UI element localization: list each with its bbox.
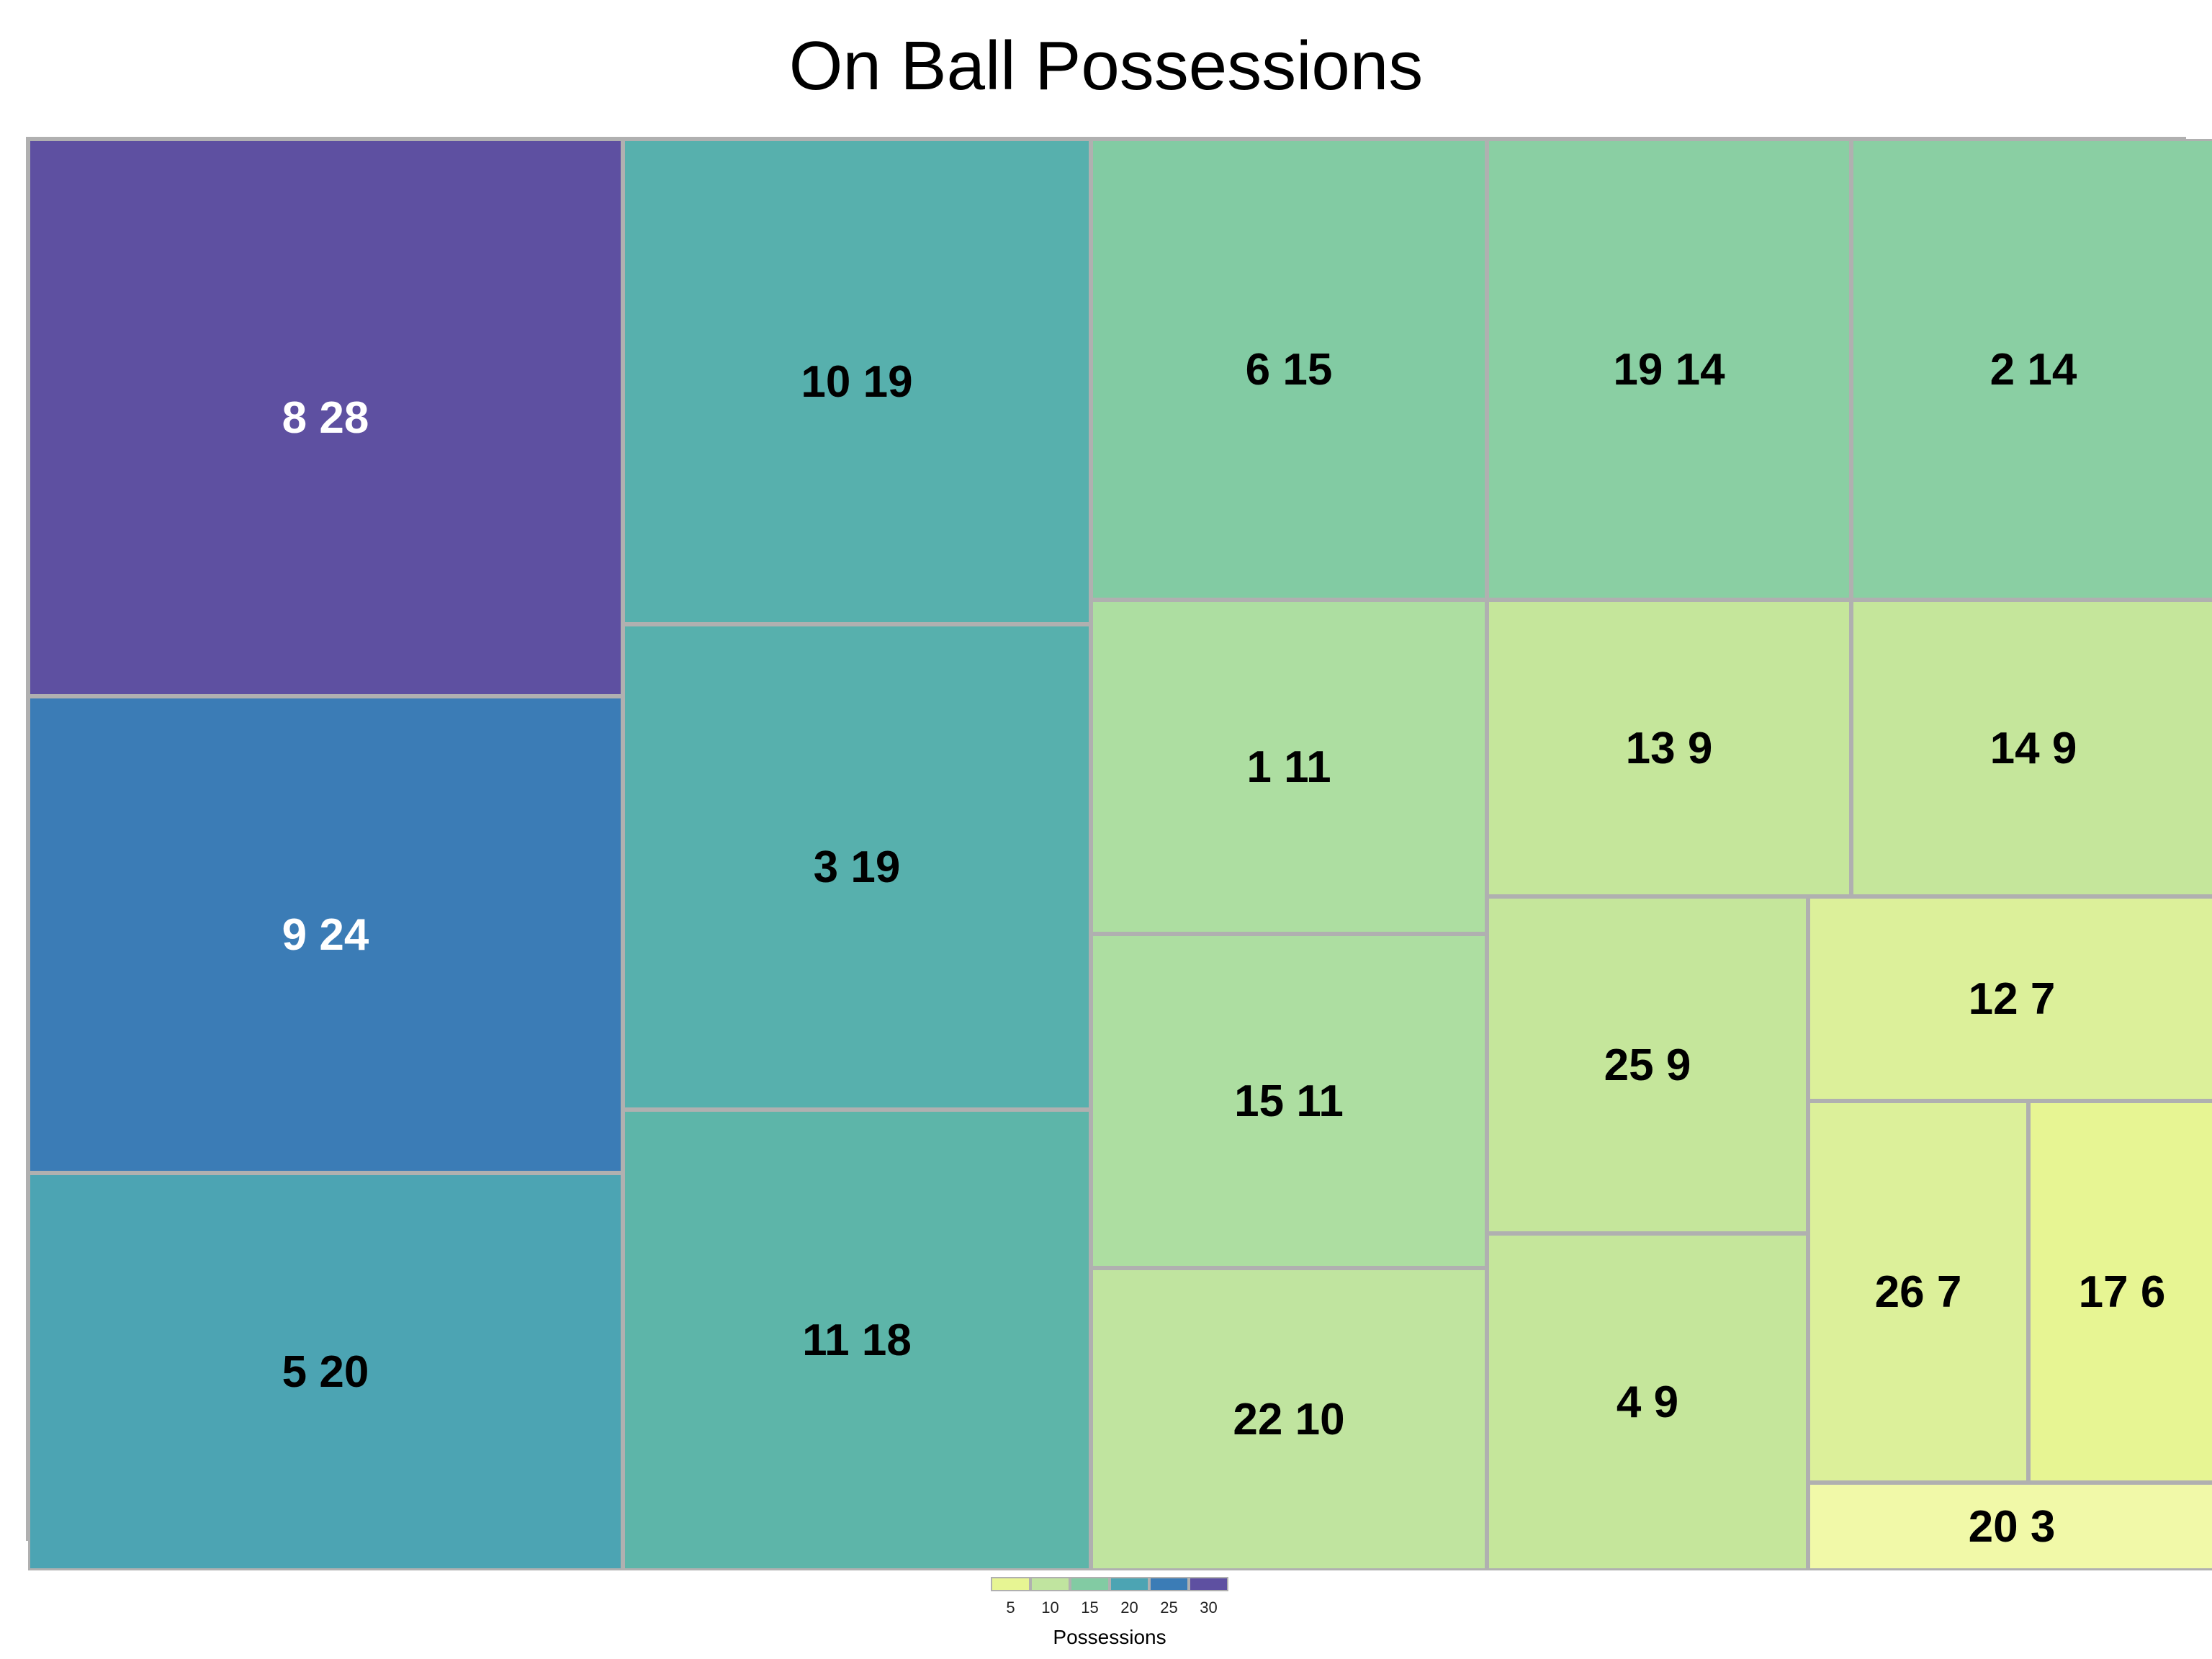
- tile-label: 3 19: [813, 842, 901, 892]
- treemap-plot-area: 8 28 9 24 5 20 10 19 3 19 11 18 6 15 19 14 2 14 1…: [26, 137, 2212, 1570]
- tile-label: 5 20: [282, 1346, 369, 1397]
- legend-swatch: [1189, 1577, 1228, 1591]
- treemap-tile: 8 28: [28, 139, 623, 696]
- legend-swatch: [1149, 1577, 1189, 1591]
- treemap-tile: 20 3: [1808, 1483, 2212, 1570]
- color-legend: Possessions 5 10 15 20 25 30: [991, 1577, 1228, 1649]
- tile-label: 10 19: [801, 356, 913, 407]
- treemap-tile: 5 20: [28, 1173, 623, 1570]
- tile-label: 26 7: [1874, 1267, 1962, 1317]
- treemap-tile: 15 11: [1091, 934, 1487, 1268]
- tile-label: 15 11: [1234, 1076, 1344, 1126]
- tile-label: 14 9: [1990, 723, 2077, 773]
- tile-label: 20 3: [1968, 1501, 2056, 1552]
- legend-tick-label: 15: [1081, 1599, 1099, 1617]
- legend-color-bar: [991, 1577, 1228, 1591]
- treemap-tile: 17 6: [2028, 1101, 2212, 1483]
- tile-label: 11 18: [802, 1315, 912, 1365]
- treemap-tile: 14 9: [1851, 600, 2212, 896]
- tile-label: 2 14: [1990, 344, 2077, 395]
- treemap-tile: 6 15: [1091, 139, 1487, 600]
- tile-label: 6 15: [1245, 344, 1333, 395]
- tile-label: 17 6: [2078, 1267, 2166, 1317]
- chart-title: On Ball Possessions: [788, 27, 1424, 104]
- legend-title: Possessions: [1053, 1626, 1166, 1648]
- tile-label: 19 14: [1613, 344, 1725, 395]
- tile-label: 25 9: [1604, 1040, 1691, 1090]
- tile-label: 9 24: [282, 909, 369, 960]
- tile-label: 13 9: [1625, 723, 1713, 773]
- treemap-tile: 22 10: [1091, 1268, 1487, 1570]
- treemap-tile: 19 14: [1487, 139, 1851, 600]
- legend-swatch: [991, 1577, 1030, 1591]
- legend-swatch: [1070, 1577, 1110, 1591]
- treemap-tile: 13 9: [1487, 600, 1851, 896]
- tile-label: 8 28: [282, 392, 369, 443]
- legend-swatch: [1030, 1577, 1070, 1591]
- tile-label: 12 7: [1968, 974, 2056, 1024]
- treemap-tile: 12 7: [1808, 896, 2212, 1101]
- treemap-tile: 4 9: [1487, 1233, 1808, 1570]
- treemap-tile: 11 18: [623, 1110, 1091, 1570]
- treemap-tile: 2 14: [1851, 139, 2212, 600]
- treemap-tile: 3 19: [623, 624, 1091, 1110]
- treemap-tile: 25 9: [1487, 896, 1808, 1233]
- tile-label: 22 10: [1233, 1394, 1345, 1444]
- legend-tick-label: 25: [1160, 1599, 1178, 1617]
- treemap-tile: 26 7: [1808, 1101, 2028, 1483]
- legend-tick-label: 20: [1120, 1599, 1138, 1617]
- legend-swatch: [1110, 1577, 1149, 1591]
- treemap-tile: 10 19: [623, 139, 1091, 624]
- legend-tick-label: 30: [1200, 1599, 1218, 1617]
- tile-label: 1 11: [1246, 742, 1331, 792]
- legend-tick-label: 10: [1041, 1599, 1059, 1617]
- tile-label: 4 9: [1616, 1377, 1679, 1427]
- legend-tick-label: 5: [1006, 1599, 1015, 1617]
- treemap-tile: 9 24: [28, 696, 623, 1173]
- treemap-tile: 1 11: [1091, 600, 1487, 934]
